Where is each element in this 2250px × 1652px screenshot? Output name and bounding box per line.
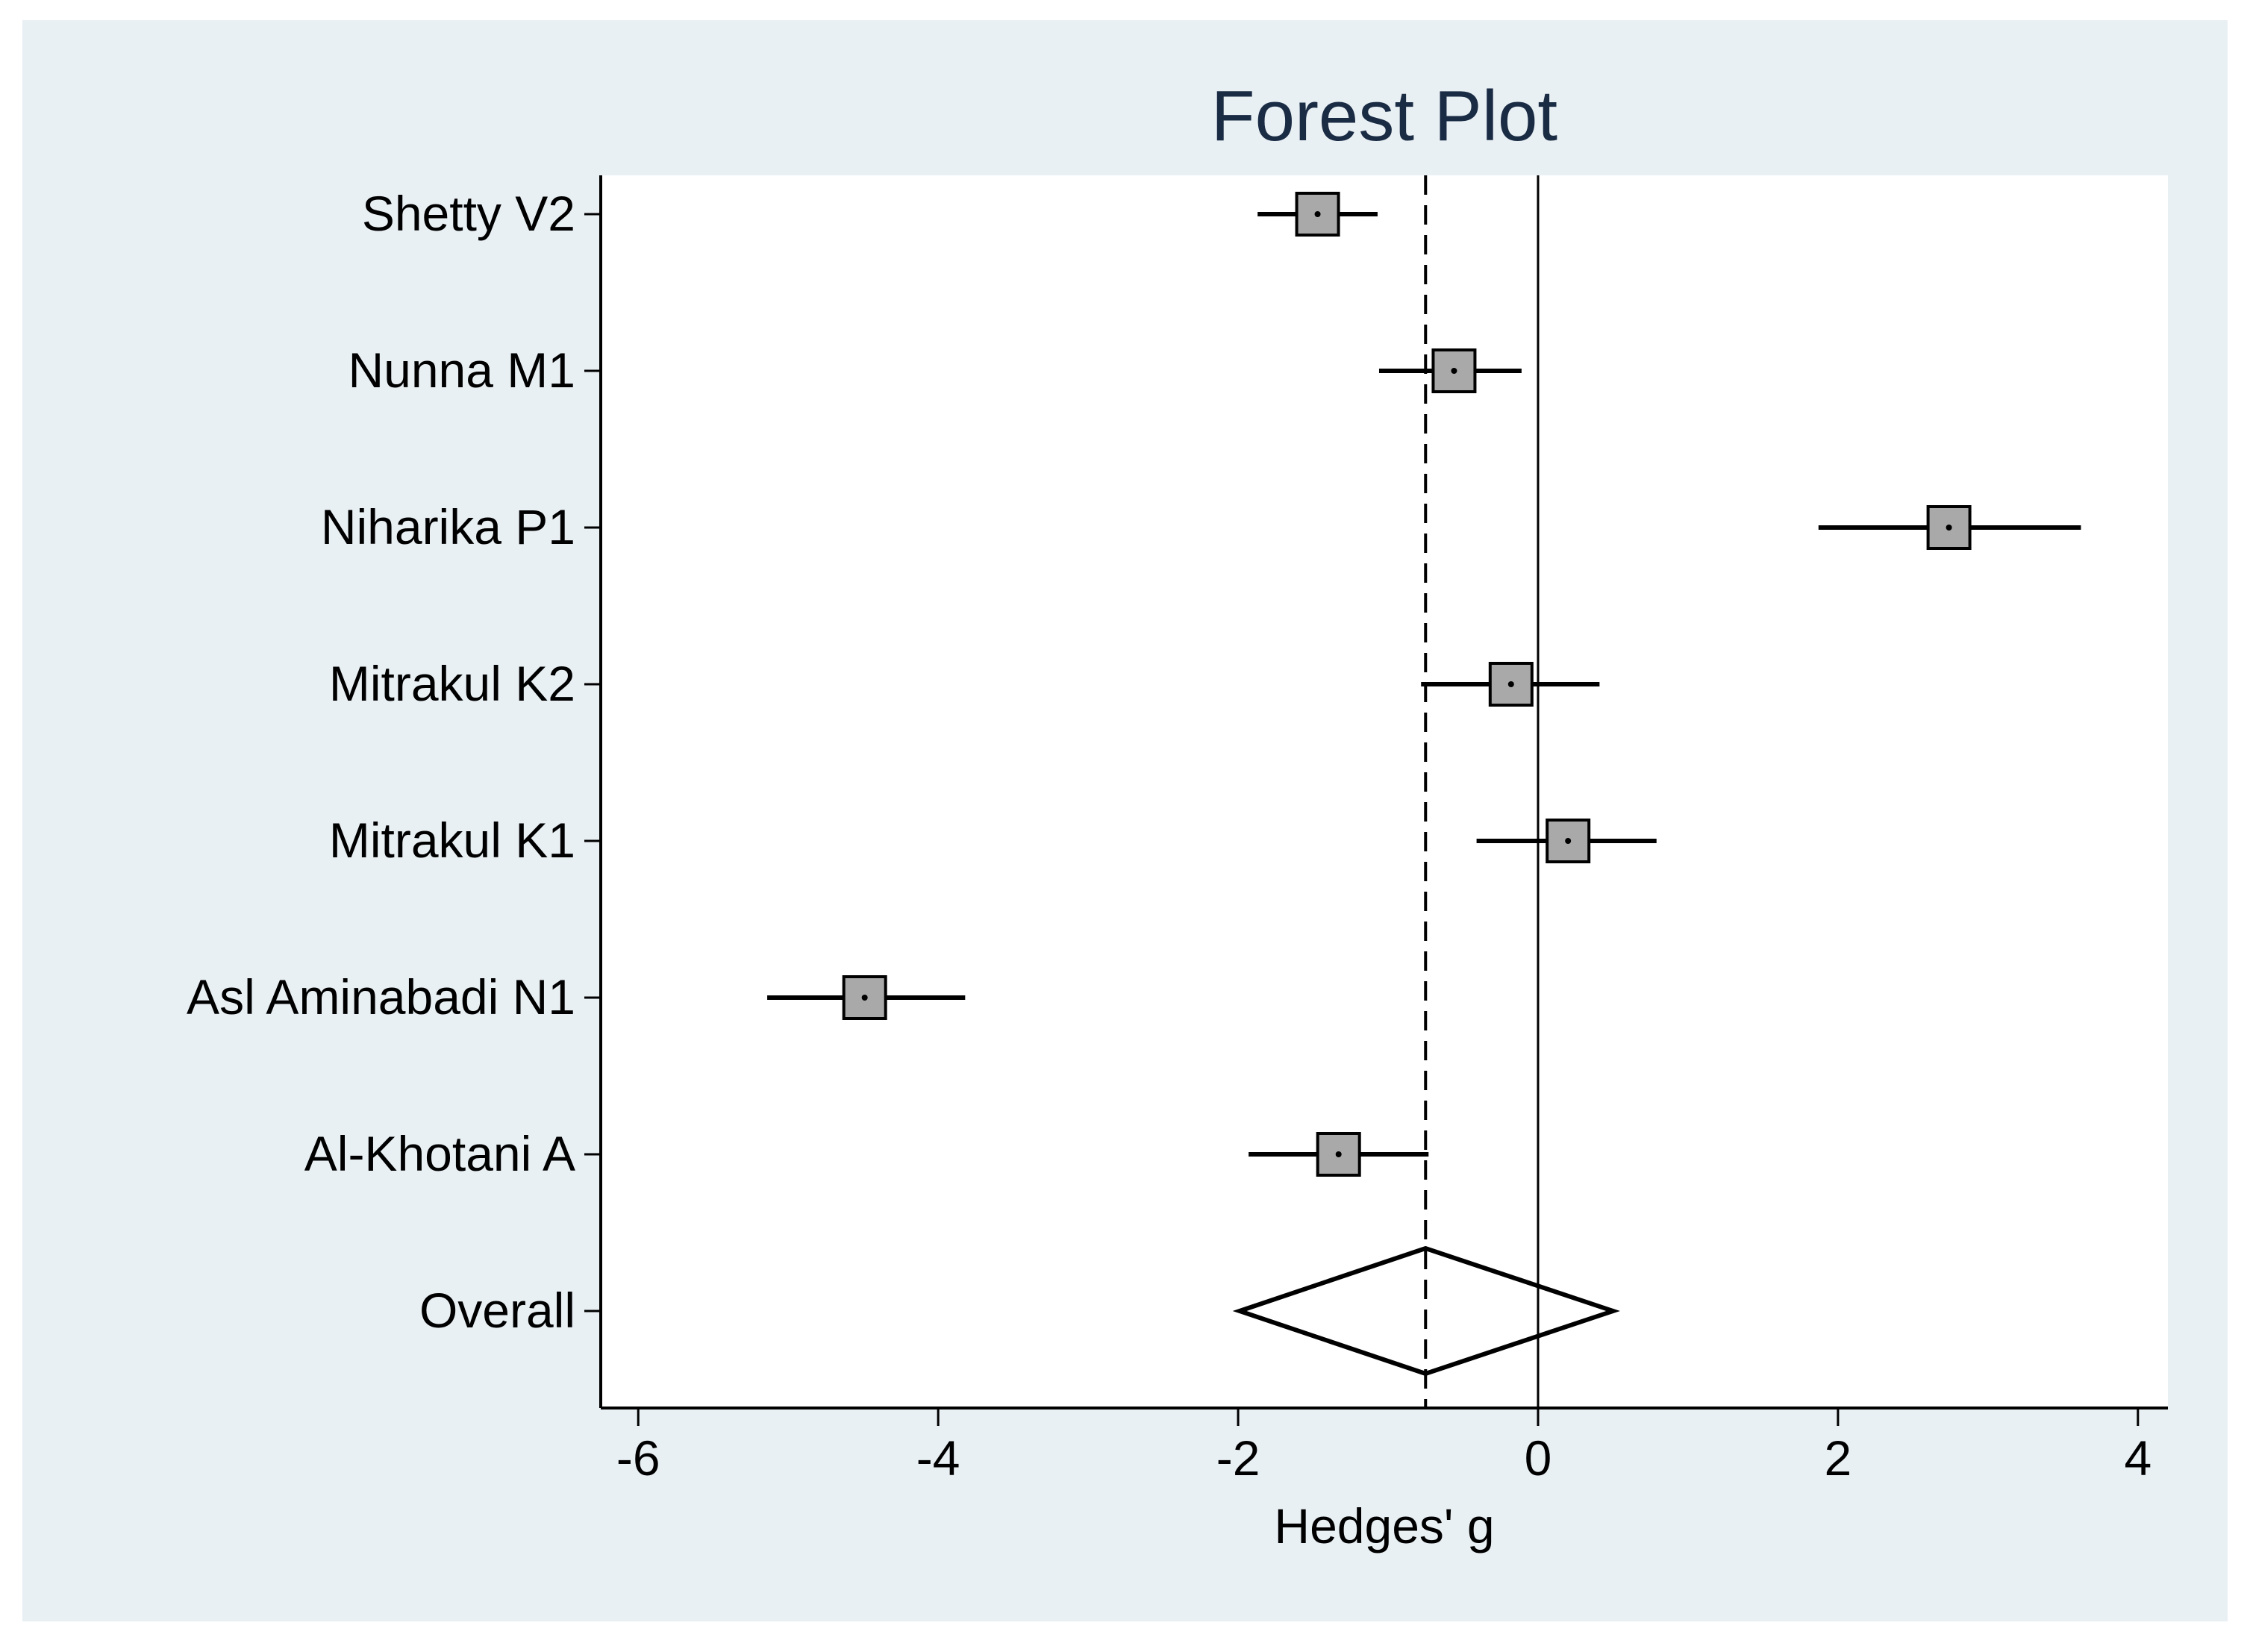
study-label: Niharika P1 [321, 499, 575, 554]
study-label: Nunna M1 [348, 342, 575, 398]
plot-area [601, 175, 2168, 1408]
study-weight-box [1295, 192, 1340, 237]
point-estimate [1946, 525, 1952, 531]
point-estimate [1565, 838, 1572, 844]
reference-lines [1424, 175, 1540, 1408]
study-label: Shetty V2 [362, 186, 575, 241]
study-row [1257, 192, 1378, 237]
study-row [1476, 819, 1657, 863]
study-row [1818, 505, 2081, 550]
x-tick-label: -6 [616, 1430, 660, 1486]
chart-title: Forest Plot [1211, 76, 1557, 156]
study-row [1249, 1132, 1429, 1177]
study-rows [767, 192, 2081, 1377]
study-label: Al-Khotani A [304, 1126, 575, 1181]
study-label: Mitrakul K1 [329, 813, 575, 868]
axes: Shetty V2 Nunna M1 Niharika P1 Mitrakul K2 M… [187, 175, 2168, 1486]
x-tick-label: 4 [2124, 1430, 2151, 1486]
x-axis-label: Hedges' g [1274, 1498, 1494, 1554]
study-row [767, 975, 966, 1020]
study-weight-box [1546, 819, 1591, 863]
overall-label: Overall [419, 1283, 575, 1338]
overall-diamond [1232, 1245, 1620, 1377]
study-label: Asl Aminabadi N1 [187, 969, 575, 1024]
point-estimate [1451, 368, 1457, 374]
point-estimate [1335, 1151, 1342, 1157]
point-estimate [861, 995, 868, 1001]
x-tick-label: 0 [1525, 1430, 1552, 1486]
study-row [1421, 662, 1600, 707]
x-tick-label: -4 [916, 1430, 960, 1486]
study-label: Mitrakul K2 [329, 656, 575, 711]
study-weight-box [1431, 348, 1477, 393]
study-row [1378, 348, 1522, 393]
x-tick-label: -2 [1216, 1430, 1260, 1486]
point-estimate [1314, 211, 1321, 217]
x-tick-label: 2 [1825, 1430, 1852, 1486]
point-estimate [1507, 681, 1514, 687]
